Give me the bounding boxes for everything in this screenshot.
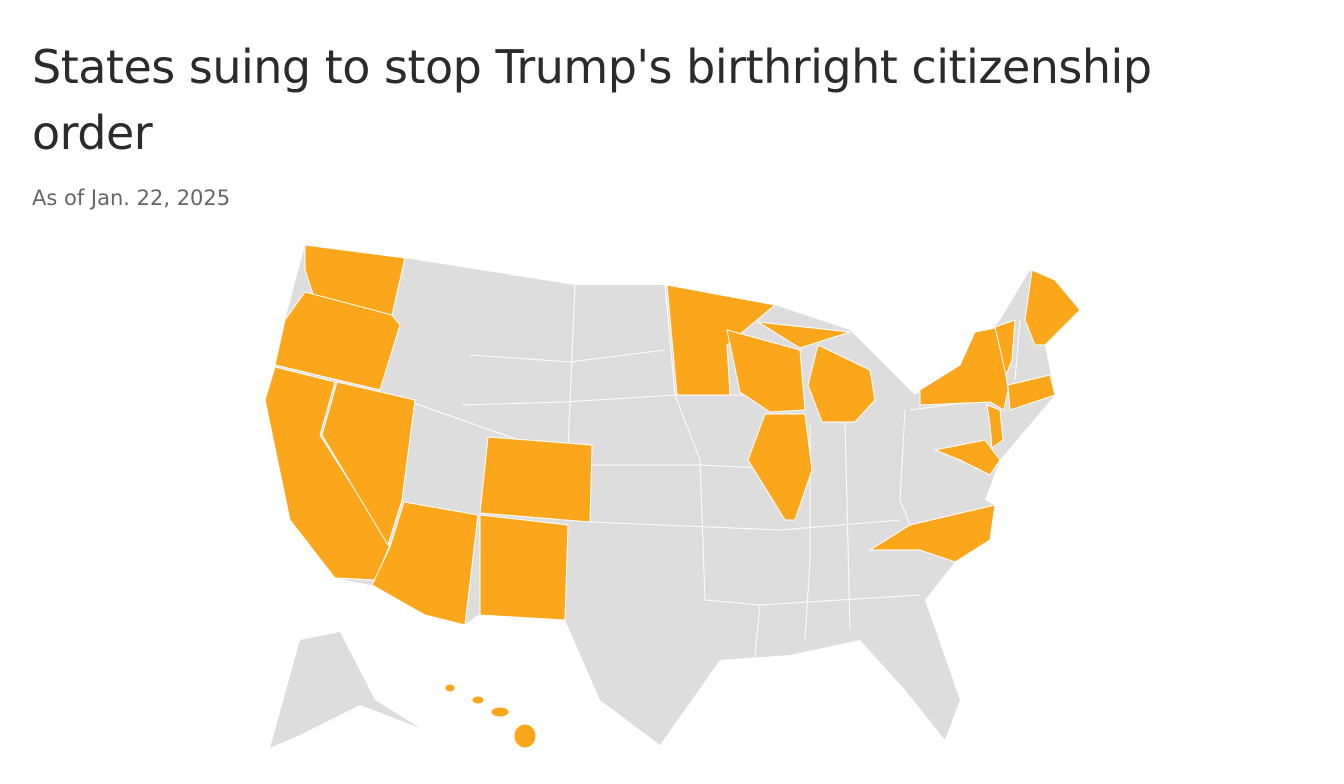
oregon bbox=[274, 291, 401, 391]
border bbox=[844, 419, 851, 631]
hawaii bbox=[490, 706, 510, 718]
hawaii bbox=[471, 695, 485, 705]
hawaii bbox=[513, 723, 537, 749]
us-outline bbox=[265, 245, 1080, 745]
new-england-south bbox=[1007, 374, 1056, 411]
minnesota bbox=[666, 284, 777, 396]
michigan bbox=[807, 344, 876, 423]
illinois bbox=[747, 413, 813, 521]
border bbox=[589, 519, 901, 531]
new-jersey bbox=[986, 404, 1004, 449]
border bbox=[754, 604, 761, 656]
new-york bbox=[919, 326, 1009, 411]
new-mexico bbox=[479, 514, 569, 621]
suing-states bbox=[264, 244, 1081, 749]
border bbox=[469, 349, 666, 363]
wisconsin bbox=[726, 329, 806, 413]
non-suing-states bbox=[265, 245, 1080, 748]
nevada bbox=[321, 381, 416, 547]
colorado bbox=[479, 436, 593, 523]
maryland-delaware bbox=[933, 439, 1001, 476]
vermont bbox=[994, 319, 1016, 377]
michigan-upper bbox=[757, 321, 851, 349]
subtitle: As of Jan. 22, 2025 bbox=[32, 186, 231, 210]
border bbox=[664, 284, 706, 601]
maine bbox=[1024, 269, 1081, 346]
border bbox=[1014, 319, 1021, 381]
title: States suing to stop Trump's birthright … bbox=[32, 40, 1152, 160]
arizona bbox=[371, 501, 479, 626]
alaska bbox=[270, 632, 420, 748]
hawaii bbox=[444, 683, 456, 693]
north-carolina bbox=[868, 504, 996, 563]
